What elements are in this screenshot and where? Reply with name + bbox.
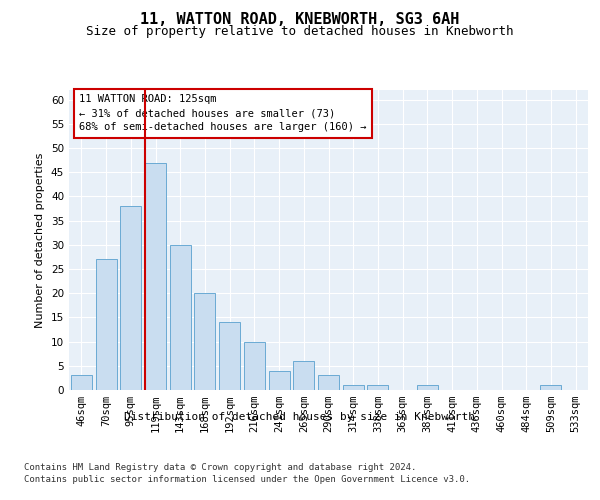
- Bar: [541, 385, 562, 390]
- Bar: [367, 385, 388, 390]
- Text: Size of property relative to detached houses in Knebworth: Size of property relative to detached ho…: [86, 25, 514, 38]
- Bar: [269, 370, 290, 390]
- Bar: [194, 293, 215, 390]
- Text: Contains public sector information licensed under the Open Government Licence v3: Contains public sector information licen…: [24, 475, 470, 484]
- Bar: [120, 206, 141, 390]
- Bar: [417, 385, 438, 390]
- Bar: [170, 245, 191, 390]
- Bar: [318, 376, 339, 390]
- Bar: [145, 162, 166, 390]
- Bar: [219, 322, 240, 390]
- Text: 11, WATTON ROAD, KNEBWORTH, SG3 6AH: 11, WATTON ROAD, KNEBWORTH, SG3 6AH: [140, 12, 460, 28]
- Bar: [244, 342, 265, 390]
- Text: 11 WATTON ROAD: 125sqm
← 31% of detached houses are smaller (73)
68% of semi-det: 11 WATTON ROAD: 125sqm ← 31% of detached…: [79, 94, 367, 132]
- Bar: [95, 260, 116, 390]
- Bar: [71, 376, 92, 390]
- Text: Contains HM Land Registry data © Crown copyright and database right 2024.: Contains HM Land Registry data © Crown c…: [24, 462, 416, 471]
- Y-axis label: Number of detached properties: Number of detached properties: [35, 152, 46, 328]
- Bar: [343, 385, 364, 390]
- Text: Distribution of detached houses by size in Knebworth: Distribution of detached houses by size …: [125, 412, 476, 422]
- Bar: [293, 361, 314, 390]
